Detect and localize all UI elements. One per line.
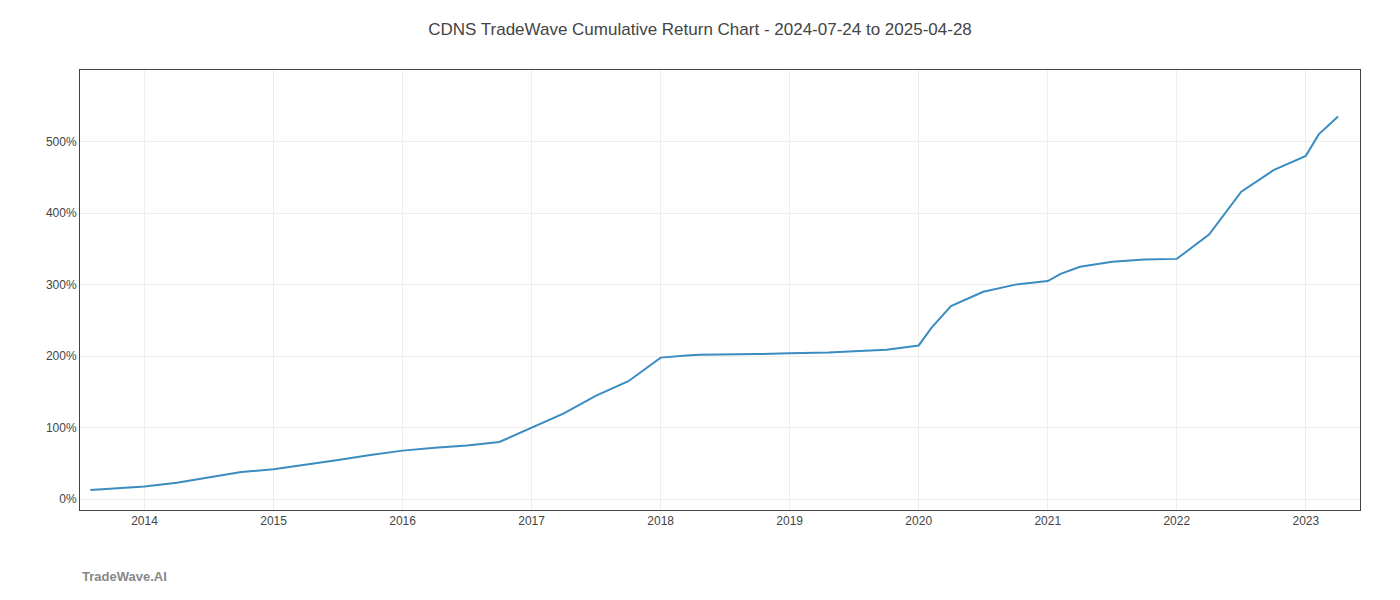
svg-text:2021: 2021	[1034, 514, 1061, 528]
svg-text:2014: 2014	[131, 514, 158, 528]
svg-text:2022: 2022	[1163, 514, 1190, 528]
svg-text:TradeWave.AI: TradeWave.AI	[82, 569, 167, 584]
svg-text:2020: 2020	[905, 514, 932, 528]
svg-text:300%: 300%	[46, 278, 77, 292]
svg-text:100%: 100%	[46, 421, 77, 435]
svg-text:2015: 2015	[260, 514, 287, 528]
svg-text:2016: 2016	[389, 514, 416, 528]
svg-text:2018: 2018	[647, 514, 674, 528]
svg-text:2019: 2019	[776, 514, 803, 528]
svg-text:0%: 0%	[59, 492, 77, 506]
svg-text:2017: 2017	[518, 514, 545, 528]
svg-text:400%: 400%	[46, 206, 77, 220]
svg-text:500%: 500%	[46, 135, 77, 149]
svg-text:2023: 2023	[1292, 514, 1319, 528]
svg-text:200%: 200%	[46, 349, 77, 363]
svg-text:CDNS TradeWave Cumulative Retu: CDNS TradeWave Cumulative Return Chart -…	[428, 20, 972, 39]
